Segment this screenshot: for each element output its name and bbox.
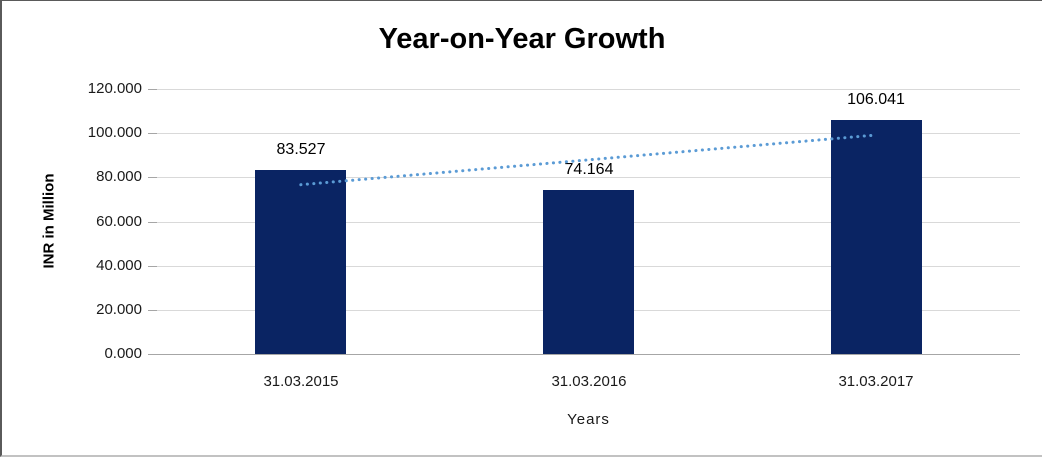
x-axis-category-label: 31.03.2016 <box>551 373 627 390</box>
y-axis-tickmark <box>148 89 157 90</box>
y-axis-tick-label: 100.000 <box>87 124 142 141</box>
gridline <box>157 89 1020 90</box>
x-axis-line <box>157 354 1020 355</box>
y-axis-tickmark <box>148 310 157 311</box>
y-axis-tickmark <box>148 133 157 134</box>
bar-31.03.2016 <box>543 190 634 354</box>
y-axis-tickmark <box>148 177 157 178</box>
chart-title: Year-on-Year Growth <box>378 23 666 55</box>
y-axis-tickmark <box>148 354 157 355</box>
bar-value-label: 83.527 <box>276 141 326 158</box>
bar-value-label: 74.164 <box>564 161 614 178</box>
y-axis-tick-label: 20.000 <box>96 301 142 318</box>
y-axis-tick-label: 40.000 <box>96 257 142 274</box>
y-axis-tick-label: 80.000 <box>96 168 142 185</box>
bar-value-label: 106.041 <box>847 91 905 108</box>
x-axis-category-label: 31.03.2015 <box>263 373 339 390</box>
y-axis-tick-label: 60.000 <box>96 213 142 230</box>
y-axis-tick-label: 0.000 <box>104 345 142 362</box>
y-axis-tickmark <box>148 222 157 223</box>
x-axis-category-label: 31.03.2017 <box>838 373 914 390</box>
bar-31.03.2015 <box>255 170 346 354</box>
bar-31.03.2017 <box>831 120 922 354</box>
x-axis-title: Years <box>567 411 610 428</box>
y-axis-tick-label: 120.000 <box>87 80 142 97</box>
y-axis-tickmark <box>148 266 157 267</box>
